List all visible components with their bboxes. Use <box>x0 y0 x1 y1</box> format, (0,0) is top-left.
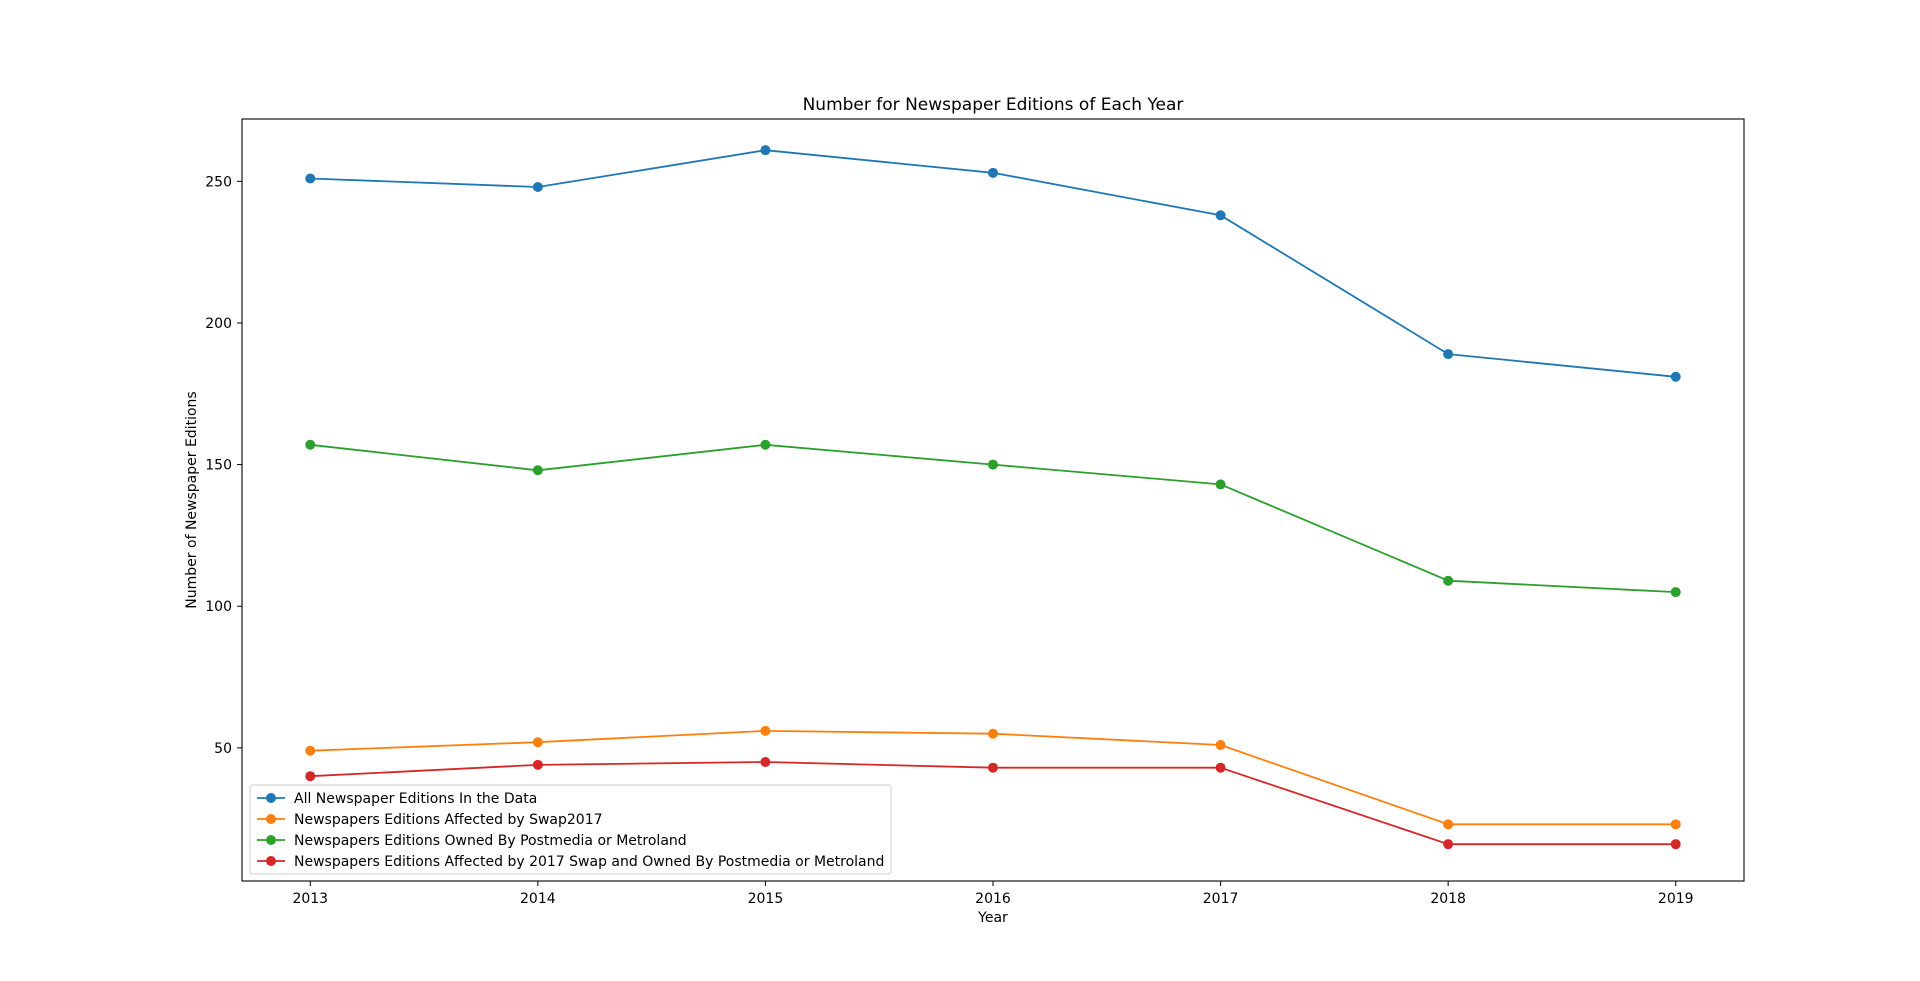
x-tick-label: 2015 <box>748 891 784 907</box>
data-point <box>305 173 316 184</box>
y-tick-label: 50 <box>214 741 232 757</box>
y-tick-label: 100 <box>205 599 232 615</box>
data-point <box>988 728 998 739</box>
legend-swatch-marker <box>266 793 276 803</box>
x-axis: 2013 2014 2015 2016 2017 2018 2019 <box>292 881 1694 907</box>
data-point <box>305 745 316 756</box>
legend-label: Newspapers Editions Affected by 2017 Swa… <box>294 854 884 870</box>
data-point <box>305 771 316 782</box>
data-point <box>1215 210 1226 221</box>
legend-item: Newspapers Editions Affected by 2017 Swa… <box>257 854 884 870</box>
legend: All Newspaper Editions In the Data Newspa… <box>249 784 892 875</box>
data-point <box>532 465 543 476</box>
legend-item: Newspapers Editions Owned By Postmedia o… <box>257 833 687 849</box>
x-tick-label: 2016 <box>975 891 1011 907</box>
legend-swatch-marker <box>266 835 276 845</box>
data-point <box>1443 819 1454 830</box>
data-point <box>760 725 771 736</box>
data-point <box>1670 587 1681 598</box>
plot-area <box>305 145 1681 850</box>
data-point <box>1670 371 1681 382</box>
series-4 <box>305 757 1681 850</box>
y-axis: 50 100 150 200 250 <box>205 174 242 757</box>
x-tick-label: 2014 <box>520 891 556 907</box>
data-point <box>1443 575 1454 586</box>
data-point <box>988 762 998 773</box>
x-tick-label: 2018 <box>1430 891 1466 907</box>
data-point <box>532 737 543 748</box>
data-point <box>988 459 998 470</box>
data-point <box>988 167 998 178</box>
chart-title: Number for Newspaper Editions of Each Ye… <box>803 95 1184 115</box>
data-point <box>1215 479 1226 490</box>
data-point <box>1215 740 1226 751</box>
series-2 <box>305 725 1681 830</box>
data-point <box>1215 762 1226 773</box>
x-tick-label: 2019 <box>1658 891 1694 907</box>
data-point <box>760 145 771 156</box>
legend-swatch-marker <box>266 856 276 866</box>
legend-label: Newspapers Editions Affected by Swap2017 <box>294 812 603 828</box>
data-point <box>532 759 543 770</box>
y-axis-title: Number of Newspaper Editions <box>184 391 200 608</box>
x-axis-title: Year <box>977 910 1008 926</box>
legend-label: All Newspaper Editions In the Data <box>294 791 537 807</box>
y-tick-label: 250 <box>205 174 232 190</box>
y-tick-label: 200 <box>205 316 232 332</box>
series-1 <box>305 145 1681 382</box>
y-tick-label: 150 <box>205 458 232 474</box>
data-point <box>760 757 771 768</box>
data-point <box>760 439 771 450</box>
data-point <box>1443 349 1454 360</box>
x-tick-label: 2013 <box>292 891 328 907</box>
series-3 <box>305 439 1681 598</box>
legend-swatch-marker <box>266 814 276 824</box>
legend-item: Newspapers Editions Affected by Swap2017 <box>257 812 603 828</box>
data-point <box>305 439 316 450</box>
x-tick-label: 2017 <box>1203 891 1239 907</box>
data-point <box>1670 839 1681 850</box>
data-point <box>1443 839 1454 850</box>
legend-label: Newspapers Editions Owned By Postmedia o… <box>294 833 687 849</box>
data-point <box>1670 819 1681 830</box>
legend-item: All Newspaper Editions In the Data <box>257 791 537 807</box>
legend-box <box>249 784 892 875</box>
data-point <box>532 181 543 192</box>
